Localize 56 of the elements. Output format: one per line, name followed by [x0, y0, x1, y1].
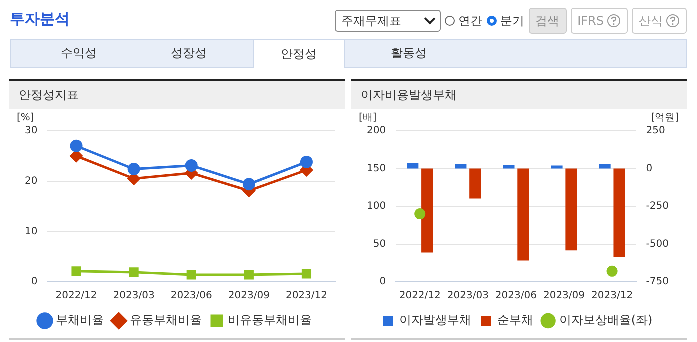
y-tick-label: 0 — [380, 276, 386, 288]
point — [128, 163, 140, 176]
chart-title: 안정성지표 — [9, 81, 345, 109]
y-axis-title: [배] — [359, 112, 377, 124]
y2-tick-label: 0 — [646, 163, 653, 174]
text: 산식 — [639, 12, 663, 30]
y-tick-label: 20 — [24, 176, 38, 187]
y-tick-label: 50 — [373, 238, 386, 250]
text: IFRS — [578, 14, 604, 28]
x-tick-label: 2023/12 — [592, 290, 634, 302]
y2-tick-label: -250 — [646, 201, 670, 212]
x-tick-label: 2023/06 — [495, 290, 537, 302]
legend-label: 비유동부채비율 — [228, 313, 312, 328]
y2-tick-label: -750 — [646, 276, 670, 288]
x-tick-label: 2023/09 — [228, 290, 270, 302]
select-field: 주재무제표 — [334, 10, 441, 32]
point — [129, 268, 139, 278]
x-tick-label: 2023/03 — [113, 290, 155, 302]
text: 연간 — [458, 12, 483, 30]
text: 활동성 — [390, 45, 428, 62]
x-tick-label: 2023/06 — [170, 290, 212, 302]
point — [244, 270, 254, 280]
point — [302, 269, 312, 279]
point — [70, 140, 83, 152]
x-tick-label: 2023/03 — [447, 290, 489, 302]
legend-label: 이자보상배율(좌) — [559, 313, 653, 328]
legend-label: 부채비율 — [56, 313, 104, 328]
y-tick-label: 0 — [31, 276, 38, 288]
legend-label: 유동부채비율 — [130, 313, 202, 328]
y-tick-label: 150 — [366, 163, 386, 174]
text: 안정성 — [253, 39, 345, 68]
x-tick-label: 2023/12 — [286, 290, 328, 302]
x-tick-label: 2022/12 — [399, 290, 441, 302]
x-tick-label: 2022/12 — [56, 290, 98, 302]
point — [300, 156, 313, 168]
y-tick-label: 100 — [366, 201, 386, 212]
y2-axis-title: [억원] — [651, 112, 680, 124]
chart-title: 이자비용발생부채 — [351, 81, 687, 109]
legend-label: 이자발생부채 — [399, 313, 472, 328]
y2-tick-label: 250 — [646, 126, 666, 137]
y2-tick-label: -500 — [646, 238, 670, 250]
y-axis-title: [%] — [17, 112, 34, 124]
point — [186, 270, 196, 280]
legend-label: 순부채 — [497, 313, 534, 328]
x-tick-label: 2023/09 — [543, 290, 586, 302]
point — [242, 178, 256, 191]
point — [185, 159, 198, 172]
point — [72, 266, 82, 276]
text: 수익성 — [60, 45, 98, 62]
text: 분기 — [500, 12, 525, 30]
y-tick-label: 200 — [366, 126, 386, 137]
text: 투자분석 — [10, 10, 70, 29]
y-tick-label: 10 — [24, 226, 38, 238]
text: 성장성 — [170, 45, 208, 62]
search-button: 검색 — [528, 8, 567, 34]
y-tick-label: 30 — [24, 126, 38, 137]
